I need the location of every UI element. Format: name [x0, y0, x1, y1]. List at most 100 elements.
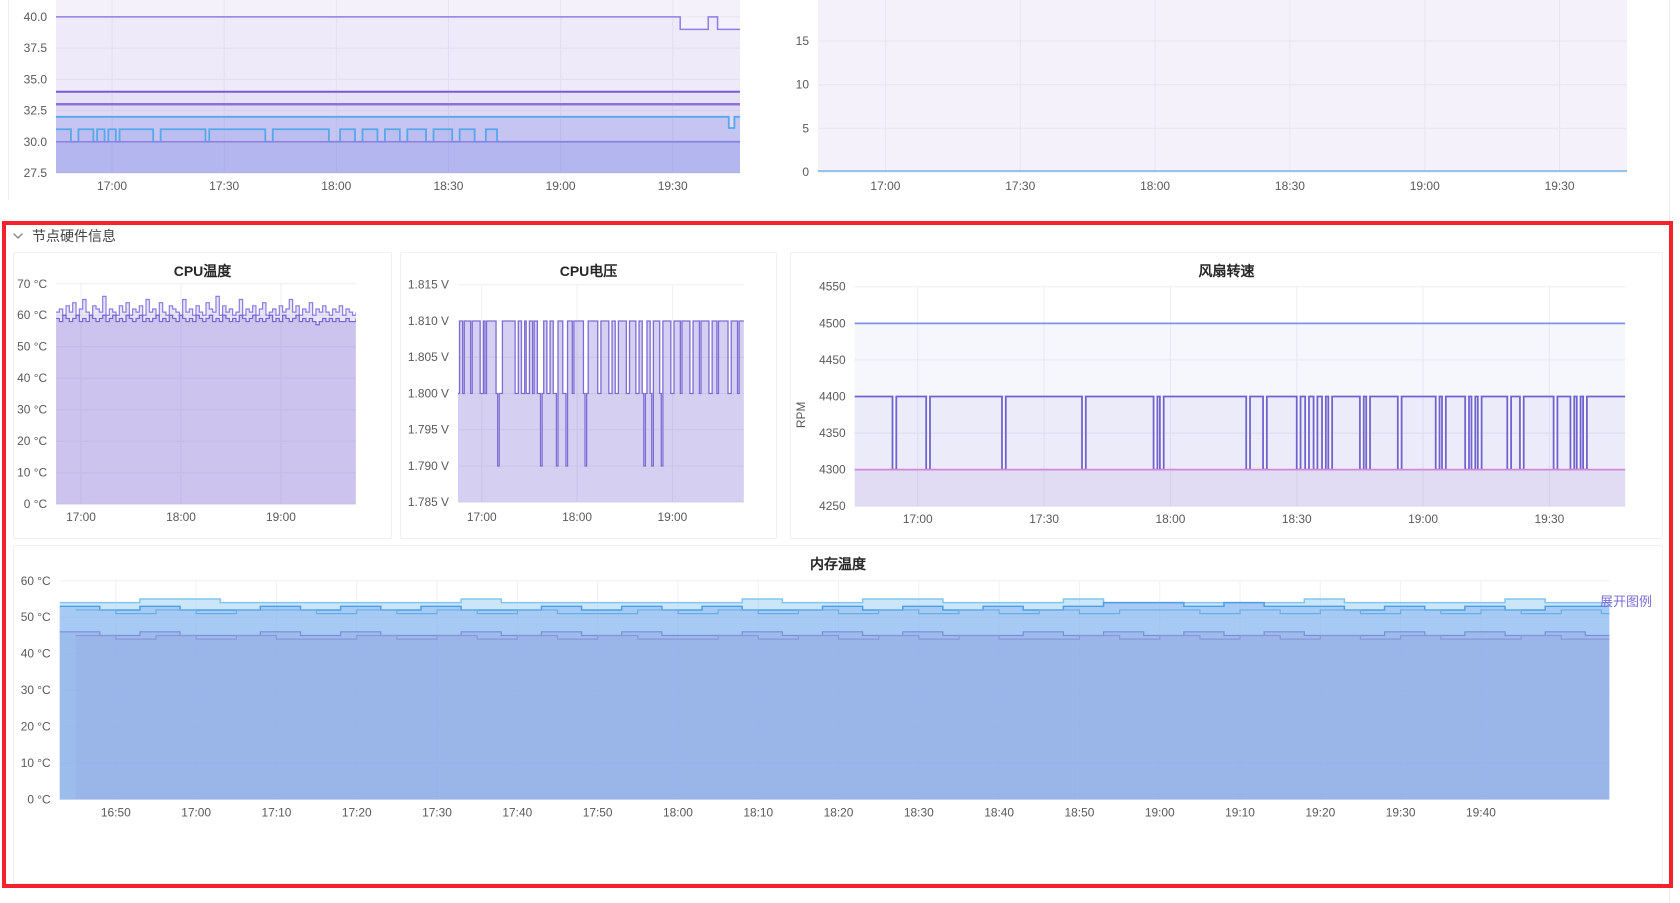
chart-top-left[interactable]: 40.0 37.5 35.0 32.5 30.0 27.5 17:00 17:30 18:00 1… — [9, 0, 771, 200]
expand-legend-link[interactable]: 展开图例 — [1599, 594, 1652, 609]
series-line-mem-blue — [59, 601, 1610, 611]
series-line-cpu-temp-b — [56, 314, 356, 326]
x-tick-label: 19:00 — [266, 510, 296, 524]
chart-cpu-temperature[interactable]: 70 °C 60 °C 50 °C 40 °C 30 °C 20 °C 10 °C 0 °C 1… — [14, 253, 391, 538]
y-tick-label: 15 — [796, 34, 810, 48]
x-tick-label: 18:50 — [1065, 805, 1095, 819]
x-tick-label: 17:30 — [1029, 512, 1059, 526]
series-fill-fan-4300 — [854, 469, 1626, 507]
y-tick-label: 35.0 — [24, 72, 48, 86]
x-tick-label: 18:00 — [321, 179, 351, 193]
x-tick-label: 17:00 — [181, 805, 211, 819]
x-tick-label: 18:30 — [433, 179, 463, 193]
x-tick-label: 18:20 — [824, 805, 854, 819]
series-fill-mem-purple2 — [75, 635, 1610, 800]
series-fill-line-40 — [56, 16, 740, 173]
series-fill-cpu-temp-a — [56, 296, 356, 505]
y-tick-label: 30.0 — [24, 135, 48, 149]
panel-cpu-voltage: CPU电压 1.815 V 1.810 V 1.805 V 1.800 V 1.795 … — [400, 252, 777, 539]
y-tick-label: 40.0 — [24, 10, 48, 24]
y-tick-label: 32.5 — [24, 104, 48, 118]
y-tick-label: 1.785 V — [408, 495, 449, 509]
series-line-line-32 — [56, 115, 740, 129]
y-tick-label: 4350 — [819, 426, 846, 440]
x-tick-label: 17:00 — [870, 179, 900, 193]
series-fill-line-30 — [56, 141, 740, 173]
chart-cpu-voltage[interactable]: 1.815 V 1.810 V 1.805 V 1.800 V 1.795 V 1.790… — [401, 253, 776, 538]
series-fill-mem-purple1 — [59, 631, 1610, 800]
y-tick-label: 37.5 — [24, 41, 48, 55]
x-tick-label: 18:00 — [166, 510, 196, 524]
x-tick-label: 19:00 — [546, 179, 576, 193]
y-tick-label: 5 — [802, 121, 809, 135]
series-line-mem-top — [59, 598, 1610, 604]
series-line-mem-purple1 — [59, 631, 1610, 637]
x-tick-label: 19:20 — [1305, 805, 1335, 819]
chart-fan-speed[interactable]: 4550 4500 4450 4400 4350 4300 4250 17:00 17:30 18… — [791, 253, 1662, 538]
y-tick-label: 40 °C — [21, 647, 51, 661]
x-tick-label: 17:20 — [342, 805, 372, 819]
y-tick-label: 10 °C — [17, 466, 47, 480]
x-tick-label: 19:40 — [1466, 805, 1496, 819]
x-tick-label: 17:00 — [66, 510, 96, 524]
x-tick-label: 17:30 — [422, 805, 452, 819]
series-line-line-31-wave — [56, 128, 740, 143]
y-tick-label: 1.800 V — [408, 386, 449, 400]
x-tick-label: 18:00 — [663, 805, 693, 819]
y-tick-label: 1.790 V — [408, 459, 449, 473]
plot-background — [818, 0, 1627, 172]
series-line-line-40 — [56, 16, 740, 31]
y-tick-label: 4400 — [819, 389, 846, 403]
chart-memory-temperature[interactable]: 60 °C 50 °C 40 °C 30 °C 20 °C 10 °C 0 °C 16:50 1… — [14, 546, 1662, 883]
y-tick-label: 20 °C — [21, 720, 51, 734]
y-tick-label: 4450 — [819, 353, 846, 367]
y-tick-label: 30 °C — [21, 683, 51, 697]
x-tick-label: 19:30 — [1535, 512, 1565, 526]
x-tick-label: 19:30 — [1386, 805, 1416, 819]
y-tick-label: 50 °C — [21, 610, 51, 624]
y-tick-label: 27.5 — [24, 166, 48, 180]
panel-title-fan-speed: 风扇转速 — [1198, 263, 1255, 279]
x-tick-label: 17:00 — [903, 512, 933, 526]
y-tick-label: 70 °C — [17, 277, 47, 291]
series-fill-line-32 — [56, 116, 740, 173]
y-tick-label: 50 °C — [17, 340, 47, 354]
y-tick-label: 30 °C — [17, 403, 47, 417]
y-tick-label: 1.815 V — [408, 278, 449, 292]
chart-top-right[interactable]: 15 10 5 0 17:00 17:30 18:00 18:30 19:00 19:30 — [778, 0, 1670, 200]
y-tick-label: 0 — [802, 165, 809, 179]
panel-memory-temperature: 内存温度 展开图例 60 °C 50 °C 40 °C 30 °C 20 °C 10 °C… — [13, 545, 1663, 884]
x-tick-label: 18:10 — [743, 805, 773, 819]
series-line-mem-blue2 — [75, 609, 1610, 615]
panel-cpu-temperature: CPU温度 70 °C 60 °C 50 °C 40 °C 30 °C 20 °C 10 °… — [13, 252, 392, 539]
y-tick-label: 10 — [796, 78, 810, 92]
series-line-mem-purple2 — [75, 634, 1610, 640]
series-fill-line-33 — [56, 104, 740, 173]
x-tick-label: 19:10 — [1225, 805, 1255, 819]
series-fill-mem-blue — [59, 602, 1610, 800]
panel-title-cpu-voltage: CPU电压 — [559, 263, 618, 279]
x-tick-label: 18:00 — [1140, 179, 1170, 193]
panel-fan-speed: 风扇转速 4550 4500 4450 4400 4350 4300 4250 17:00 17… — [790, 252, 1663, 539]
section-header-node-hardware[interactable]: 节点硬件信息 — [12, 226, 116, 246]
y-tick-label: 60 °C — [17, 308, 47, 322]
plot-background — [56, 0, 740, 173]
x-tick-label: 17:00 — [97, 179, 127, 193]
series-fill-mem-top — [59, 599, 1610, 800]
x-tick-label: 18:30 — [1282, 512, 1312, 526]
y-axis-title: RPM — [794, 402, 808, 428]
section-title: 节点硬件信息 — [32, 228, 116, 244]
series-fill-line-34 — [56, 91, 740, 173]
series-fill-line-31-wave — [56, 129, 740, 173]
y-tick-label: 1.795 V — [408, 423, 449, 437]
chevron-down-icon[interactable] — [12, 230, 24, 242]
x-tick-label: 17:10 — [262, 805, 292, 819]
y-tick-label: 4550 — [819, 280, 846, 294]
y-tick-label: 40 °C — [17, 371, 47, 385]
panel-title-memory-temperature: 内存温度 — [810, 556, 866, 572]
y-tick-label: 1.805 V — [408, 350, 449, 364]
x-tick-label: 19:00 — [658, 510, 688, 524]
panel-title-cpu-temperature: CPU温度 — [173, 263, 232, 279]
x-tick-label: 19:30 — [658, 179, 688, 193]
x-tick-label: 16:50 — [101, 805, 131, 819]
